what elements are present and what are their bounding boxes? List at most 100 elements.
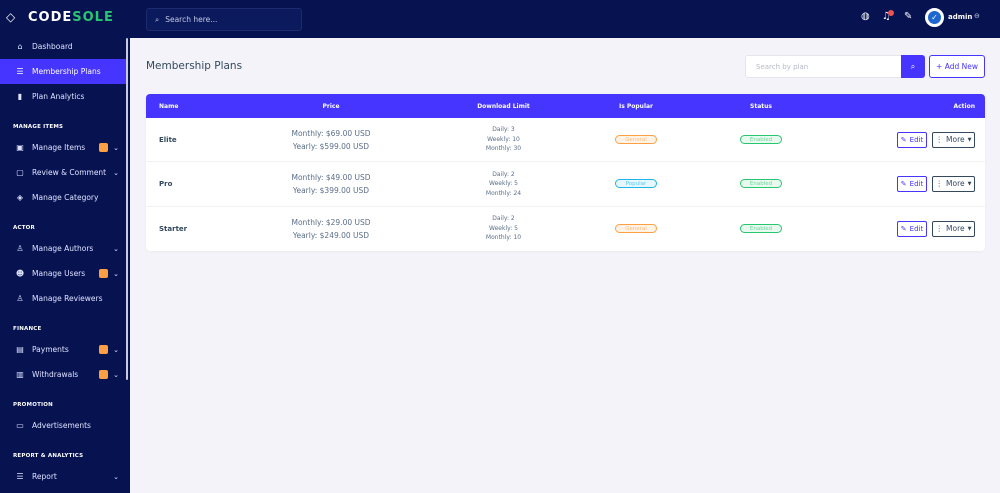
notification-badge (888, 10, 894, 16)
sidebar-item-manage-reviewers[interactable]: ♙ Manage Reviewers (0, 286, 127, 311)
sidebar-item-plan-analytics[interactable]: ▮ Plan Analytics (0, 84, 127, 109)
wrench-icon[interactable]: ✎ (904, 11, 913, 22)
weekly-limit: Weekly: 10 (487, 135, 520, 143)
caret-down-icon: ▼ (967, 180, 972, 187)
chevron-down-icon: ⌄ (113, 244, 119, 253)
monthly-limit: Monthly: 30 (485, 145, 522, 153)
status-badge: Enabled (740, 179, 782, 189)
logo[interactable]: ◇ CODE SOLE (6, 9, 114, 25)
status-badge: Enabled (740, 135, 782, 145)
sidebar-item-payments[interactable]: ▤ Payments ⌄ (0, 337, 127, 362)
monthly-price: Monthly: $69.00 USD (291, 128, 371, 138)
menu-icon: ▥ (16, 370, 24, 379)
sidebar-item-label: Report (32, 472, 57, 481)
sidebar-item-label: Review & Comment (32, 168, 107, 177)
caret-down-icon: ▼ (967, 225, 972, 232)
chevron-down-icon[interactable]: ⊖ (974, 12, 980, 20)
chevron-down-icon: ⌄ (113, 370, 119, 379)
chevron-down-icon: ⌄ (113, 345, 119, 354)
kebab-icon: ⋮ (935, 135, 944, 145)
search-icon: ⌕ (910, 61, 916, 71)
popular-badge: Popular (615, 179, 657, 189)
table-row: Elite Monthly: $69.00 USD Yearly: $599.00… (146, 118, 985, 163)
page-title: Membership Plans (146, 60, 243, 72)
sidebar-item-label: Manage Items (32, 143, 86, 152)
sidebar-nav: ⌂ Dashboard ☰ Membership Plans ▮ Plan An… (0, 34, 127, 489)
sidebar-item-label: Plan Analytics (32, 92, 85, 101)
add-new-button[interactable]: + Add New (929, 55, 985, 78)
daily-limit: Daily: 2 (492, 215, 515, 223)
sidebar-item-label: Manage Category (32, 193, 99, 202)
edit-button[interactable]: ✎ Edit (897, 131, 927, 148)
column-header: Price (322, 102, 340, 110)
table-row: Pro Monthly: $49.00 USD Yearly: $399.00 U… (146, 162, 985, 207)
column-header: Download Limit (477, 102, 530, 110)
edit-button[interactable]: ✎ Edit (897, 175, 927, 192)
sidebar-section-title: REPORT & ANALYTICS (13, 453, 84, 459)
sidebar: ◇ CODE SOLE ⌂ Dashboard ☰ Membership Plan… (0, 0, 130, 493)
column-header: Is Popular (618, 102, 654, 110)
sidebar-item-membership-plans[interactable]: ☰ Membership Plans (0, 59, 127, 84)
edit-button[interactable]: ✎ Edit (897, 220, 927, 237)
column-header: Name (159, 102, 179, 110)
list-icon: ☰ (16, 67, 24, 76)
alert-badge (99, 143, 108, 152)
more-dropdown-button[interactable]: ⋮ More ▼ (932, 220, 975, 237)
table-header: Name Price Download Limit Is Popular Sta… (146, 94, 985, 118)
search-button[interactable]: ⌕ (901, 55, 925, 78)
more-dropdown-button[interactable]: ⋮ More ▼ (932, 175, 975, 192)
sidebar-scrollbar[interactable] (126, 38, 128, 380)
daily-limit: Daily: 3 (492, 126, 515, 134)
search-icon: ⌕ (155, 14, 160, 24)
sidebar-item-advertisements[interactable]: ▭ Advertisements (0, 413, 127, 438)
sidebar-item-manage-authors[interactable]: ♙ Manage Authors ⌄ (0, 236, 127, 261)
sidebar-item-manage-items[interactable]: ▣ Manage Items ⌄ (0, 135, 127, 160)
menu-icon: ▣ (16, 143, 24, 152)
sidebar-item-label: Manage Reviewers (32, 294, 103, 303)
topbar: ⌕ Search here... (130, 0, 1000, 38)
alert-badge (99, 345, 108, 354)
bar-chart-icon: ▮ (17, 92, 23, 101)
plan-search-input[interactable]: Search by plan (745, 55, 902, 78)
bell-icon[interactable]: ♫ (882, 11, 891, 22)
monthly-price: Monthly: $29.00 USD (291, 217, 371, 227)
sidebar-item-manage-users[interactable]: ☻ Manage Users ⌄ (0, 261, 127, 286)
sidebar-item-review-comment[interactable]: ▢ Review & Comment ⌄ (0, 160, 127, 185)
global-search-input[interactable]: ⌕ Search here... (146, 8, 302, 31)
sidebar-section-title: FINANCE (13, 326, 42, 332)
sidebar-item-label: Manage Authors (32, 244, 94, 253)
avatar[interactable]: ✓ (925, 8, 944, 27)
sidebar-item-label: Dashboard (32, 42, 73, 51)
sidebar-item-label: Advertisements (32, 421, 91, 430)
user-name[interactable]: admin (948, 13, 973, 21)
daily-limit: Daily: 2 (492, 170, 515, 178)
menu-icon: ▭ (16, 421, 24, 430)
weekly-limit: Weekly: 5 (489, 224, 518, 232)
menu-icon: ▢ (16, 168, 24, 177)
sidebar-item-dashboard[interactable]: ⌂ Dashboard (0, 34, 127, 59)
chevron-down-icon: ⌄ (113, 168, 119, 177)
pencil-icon: ✎ (900, 135, 907, 144)
sidebar-item-manage-category[interactable]: ◈ Manage Category (0, 185, 127, 210)
popular-badge: General (615, 224, 657, 234)
globe-icon[interactable]: ◍ (861, 11, 870, 22)
sidebar-item-label: Withdrawals (32, 370, 79, 379)
sidebar-item-report[interactable]: ☰ Report ⌄ (0, 464, 127, 489)
yearly-price: Yearly: $249.00 USD (292, 230, 370, 240)
chevron-down-icon: ⌄ (113, 472, 119, 481)
plans-table: Name Price Download Limit Is Popular Sta… (146, 94, 985, 251)
kebab-icon: ⋮ (935, 224, 944, 234)
menu-icon: ♙ (16, 244, 24, 253)
sidebar-item-withdrawals[interactable]: ▥ Withdrawals ⌄ (0, 362, 127, 387)
sidebar-item-label: Membership Plans (32, 67, 101, 76)
monthly-limit: Monthly: 10 (485, 234, 522, 242)
menu-icon: ◈ (16, 193, 24, 202)
menu-icon: ♙ (16, 294, 24, 303)
more-dropdown-button[interactable]: ⋮ More ▼ (932, 131, 975, 148)
table-row: Starter Monthly: $29.00 USD Yearly: $249.… (146, 207, 985, 251)
home-icon: ⌂ (17, 42, 23, 51)
plan-name: Pro (159, 179, 173, 188)
check-icon: ✓ (928, 11, 941, 24)
menu-icon: ☰ (16, 472, 24, 481)
sidebar-section-title: PROMOTION (13, 402, 53, 408)
